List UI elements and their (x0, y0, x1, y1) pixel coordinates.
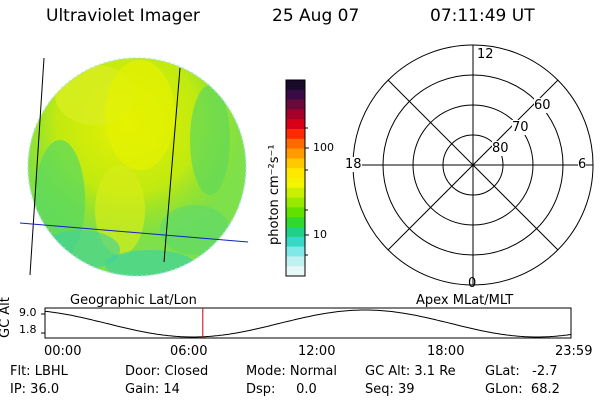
colorbar-band (286, 129, 305, 140)
image-date: 25 Aug 07 (272, 6, 360, 26)
colorbar-band (286, 197, 305, 208)
info-gc-alt: GC Alt: 3.1 Re (365, 364, 456, 379)
colorbar-band (286, 168, 305, 179)
colorbar-band (286, 109, 305, 120)
xtick-2359: 23:59 (555, 344, 593, 359)
timeline-right-title: Apex MLat/MLT (416, 293, 514, 308)
xtick-1800: 18:00 (427, 344, 465, 359)
meridian-line-left (29, 57, 45, 276)
xtick-0000: 00:00 (44, 344, 82, 359)
colorbar-band (286, 217, 305, 228)
xtick-0600: 06:00 (170, 344, 208, 359)
colorbar-band (286, 89, 305, 101)
polar-lat-80: 80 (492, 141, 509, 156)
polar-mlt-6: 6 (578, 157, 587, 172)
colorbar-band (286, 148, 305, 159)
timeline-ymax: 9.0 (19, 306, 37, 319)
info-filter: Flt: LBHL (10, 364, 68, 379)
polar-mlt-0: 0 (468, 276, 477, 291)
info-mode: Mode: Normal (246, 364, 337, 379)
instrument-title: Ultraviolet Imager (46, 6, 200, 26)
colorbar-band (286, 178, 305, 189)
polar-mlt-12: 12 (477, 47, 494, 62)
image-time: 07:11:49 UT (430, 6, 535, 26)
colorbar-tick-100: 100 (313, 141, 334, 154)
colorbar-band (286, 80, 305, 91)
colorbar-band (286, 158, 305, 169)
colorbar-band (286, 138, 305, 150)
timeline-ymin: 1.8 (19, 323, 37, 336)
info-dsp: Dsp: 0.0 (246, 382, 317, 397)
info-gain: Gain: 14 (125, 382, 180, 397)
timeline-left-title: Geographic Lat/Lon (70, 293, 197, 308)
info-glat: GLat: -2.7 (485, 364, 558, 379)
orbit-altitude-curve (44, 309, 572, 338)
colorbar-band (286, 207, 305, 218)
polar-lat-60: 60 (534, 98, 551, 113)
colorbar-band (286, 266, 305, 277)
colorbar-tick-10: 10 (313, 228, 327, 241)
info-glon: GLon: 68.2 (485, 382, 560, 397)
equator-line (19, 222, 249, 243)
info-door: Door: Closed (125, 364, 209, 379)
colorbar-band (286, 119, 305, 130)
meridian-line-right (163, 67, 181, 263)
colorbar-band (286, 187, 305, 199)
colorbar-band (286, 99, 305, 110)
polar-lat-70: 70 (512, 120, 529, 135)
xtick-1200: 12:00 (298, 344, 336, 359)
colorbar-band (286, 227, 305, 238)
colorbar-band (286, 246, 305, 257)
colorbar-band (286, 256, 305, 267)
colorbar-band (286, 236, 305, 248)
polar-mlt-18: 18 (345, 157, 362, 172)
info-seq: Seq: 39 (365, 382, 415, 397)
info-ip: IP: 36.0 (10, 382, 60, 397)
